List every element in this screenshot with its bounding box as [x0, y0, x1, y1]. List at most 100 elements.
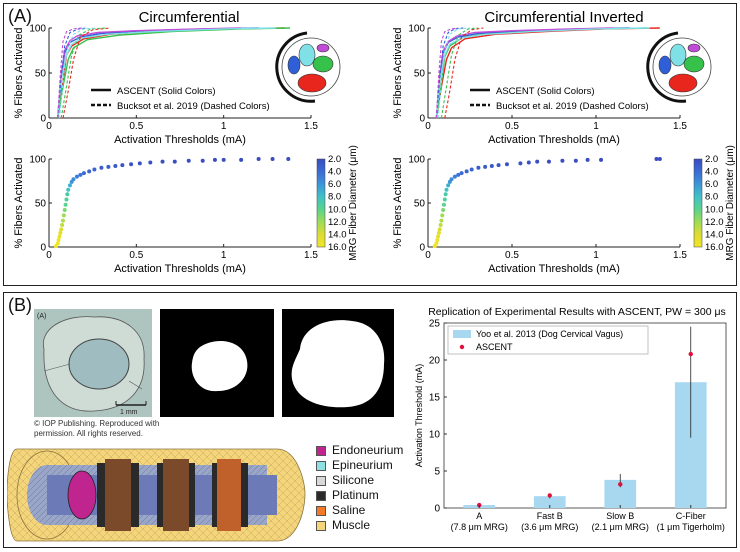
x-tick-label-scatter-0: 0: [46, 250, 52, 261]
material-swatch: [316, 445, 326, 456]
colorbar-tick-0: 12.0: [328, 217, 347, 228]
panel-a: (A) Circumferential 0 0.5 1 1.5 0 50 100 Activat…: [3, 3, 737, 286]
bar-y-tick-label: 5: [434, 467, 440, 478]
x-tick-label-line-1: 0: [425, 121, 431, 132]
epineurium-mask-shape: [291, 320, 385, 408]
colorbar-tick-1: 14.0: [705, 229, 724, 240]
scatter-point-1-16: [449, 177, 454, 182]
series-solid-0-4: [57, 27, 277, 119]
y-tick-label-line-0: 100: [29, 24, 46, 35]
scatter-point-0-2: [56, 237, 61, 242]
bar-1: [533, 496, 566, 508]
copyright-line-1: © IOP Publishing. Reproduced with: [34, 419, 160, 428]
colorbar-label-0: MRG Fiber Diameter (μm): [348, 145, 359, 261]
series-dashed-0-8: [57, 27, 83, 119]
scatter-point-0-12: [65, 192, 70, 197]
panel-b: (B) (A) 1 mm © IOP Publishing. Reproduce…: [3, 292, 737, 548]
line-chart-title-1: Circumferential Inverted: [484, 9, 643, 26]
x-tick-label-scatter-0: 0.5: [129, 250, 143, 261]
point-legend-swatch: [459, 344, 465, 350]
scatter-point-0-10: [63, 202, 68, 207]
scatter-point-0-30: [172, 159, 177, 164]
scatter-point-0-13: [66, 187, 71, 192]
y-tick-label-line-1: 0: [419, 114, 425, 125]
scatter-point-1-23: [483, 164, 488, 169]
x-tick-label-scatter-1: 0: [425, 250, 431, 261]
scatter-point-0-23: [106, 164, 111, 169]
colorbar-tick-0: 10.0: [328, 204, 347, 215]
scatter-point-0-14: [67, 183, 72, 188]
material-swatch: [316, 505, 326, 516]
scatter-point-0-29: [160, 159, 165, 164]
scatter-point-1-2: [435, 237, 440, 242]
x-tick-label-scatter-0: 1.5: [304, 250, 318, 261]
scatter-point-0-24: [113, 164, 118, 169]
bar-legend-label: Yoo et al. 2013 (Dog Cervical Vagus): [476, 329, 623, 339]
line-chart-title-0: Circumferential: [139, 9, 240, 26]
material-label: Epineurium: [332, 458, 393, 472]
scatter-point-1-34: [599, 157, 604, 162]
materials-legend: Endoneurium Epineurium Silicone Platinum Sal…: [316, 443, 403, 533]
material-epineurium: Epineurium: [316, 458, 403, 473]
histology-image: (A) 1 mm: [34, 309, 152, 417]
scatter-point-1-7: [439, 218, 444, 223]
scatter-point-0-6: [60, 223, 65, 227]
cuff-arc-1: [646, 31, 687, 103]
scatter-point-1-27: [518, 161, 523, 166]
scatter-point-0-26: [129, 162, 134, 167]
colorbar-tick-0: 8.0: [328, 192, 341, 203]
material-label: Platinum: [332, 488, 379, 502]
material-saline: Saline: [316, 503, 403, 518]
fascicle-cyan-1: [669, 43, 687, 67]
panel-a-label: (A): [8, 6, 32, 26]
fascicle-red-1: [668, 73, 698, 93]
scatter-point-0-19: [81, 171, 86, 176]
scatter-point-0-36: [256, 157, 261, 161]
y-tick-label-scatter-0: 0: [40, 243, 46, 254]
x-tick-label-line-0: 1: [221, 121, 227, 132]
fascicle-blue-1: [658, 55, 672, 75]
colorbar-tick-0: 4.0: [328, 167, 341, 178]
scatter-point-1-33: [585, 157, 590, 162]
scatter-point-0-31: [186, 158, 191, 163]
endoneurium-mask: [160, 309, 274, 417]
scatter-point-1-30: [546, 159, 551, 164]
scatter-point-1-3: [436, 234, 441, 239]
point-legend-label: ASCENT: [476, 342, 513, 352]
scatter-point-1-8: [440, 213, 445, 218]
bar-chart-title: Replication of Experimental Results with…: [428, 306, 726, 318]
material-endoneurium: Endoneurium: [316, 443, 403, 458]
scatter-point-0-4: [58, 230, 63, 235]
scatter-point-0-22: [99, 165, 104, 170]
series-dashed-1-5: [444, 27, 484, 119]
endoneurium-mask-shape: [191, 341, 248, 392]
scatter-point-1-22: [476, 165, 481, 170]
category-label-2: Slow B: [606, 511, 634, 521]
fascicle-red-0: [297, 73, 327, 93]
legend-dashed-label-1: Bucksot et al. 2019 (Dashed Colors): [496, 101, 649, 112]
scatter-point-1-19: [459, 171, 464, 176]
x-tick-label-scatter-0: 1: [221, 250, 227, 261]
fem-model-render: [6, 441, 307, 547]
scatter-point-0-37: [270, 157, 275, 161]
histology-drawing: (A) 1 mm: [34, 309, 152, 417]
x-tick-label-line-1: 0.5: [505, 121, 519, 132]
scatter-point-1-28: [526, 160, 531, 165]
category-label-3: C-Fiber: [676, 511, 706, 521]
colorbar-tick-0: 16.0: [328, 242, 347, 253]
x-tick-label-line-0: 1.5: [304, 121, 318, 132]
scatter-point-1-24: [489, 164, 494, 169]
scatter-point-1-21: [469, 167, 474, 172]
scatter-point-0-27: [137, 161, 142, 166]
category-sublabel-3: (1 μm Tigerholm): [657, 522, 725, 532]
category-sublabel-0: (7.8 μm MRG): [451, 522, 508, 532]
material-swatch: [316, 490, 326, 501]
material-label: Silicone: [332, 473, 375, 487]
colorbar-tick-1: 8.0: [705, 192, 718, 203]
series-dashed-1-7: [435, 27, 464, 119]
series-dashed-0-9: [58, 27, 97, 119]
scatter-point-1-6: [438, 223, 443, 227]
scatter-point-1-20: [464, 169, 469, 174]
x-tick-label-line-1: 1.5: [673, 121, 687, 132]
series-dashed-0-5: [62, 27, 111, 119]
